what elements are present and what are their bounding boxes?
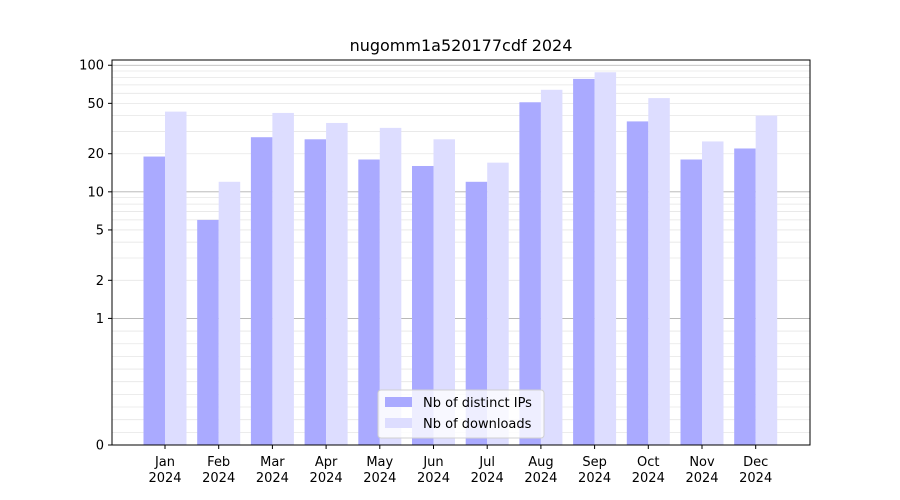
bar-downloads-aug xyxy=(540,89,563,445)
bar-distinct-ips-may xyxy=(358,159,380,445)
x-tick-label-year: 2024 xyxy=(524,471,557,486)
x-tick-label-year: 2024 xyxy=(632,471,665,486)
legend-box xyxy=(377,389,545,439)
plot-frame xyxy=(111,59,811,446)
y-tick-label: 20 xyxy=(87,147,104,162)
legend-label: Nb of distinct IPs xyxy=(423,396,532,411)
x-tick-label-year: 2024 xyxy=(471,471,504,486)
bar-distinct-ips-jun xyxy=(412,165,434,446)
legend: Nb of distinct IPs Nb of downloads xyxy=(377,389,545,439)
bar-distinct-ips-feb xyxy=(197,219,219,445)
x-tick-label-year: 2024 xyxy=(363,471,396,486)
x-tick-label-year: 2024 xyxy=(148,471,181,486)
y-tick-label: 5 xyxy=(96,223,104,238)
bar-distinct-ips-aug xyxy=(519,102,541,445)
bar-distinct-ips-jan xyxy=(143,156,165,446)
y-tick-label: 2 xyxy=(96,274,104,289)
x-tick-label-year: 2024 xyxy=(739,471,772,486)
x-tick-label-year: 2024 xyxy=(202,471,235,486)
x-tick-label-month: Jul xyxy=(478,455,495,470)
bar-distinct-ips-apr xyxy=(304,139,327,445)
x-tick-label-year: 2024 xyxy=(256,471,289,486)
x-tick-label-month: May xyxy=(366,455,393,470)
x-tick-label-month: Nov xyxy=(689,455,715,470)
bar-downloads-jul xyxy=(487,162,509,445)
bars xyxy=(143,72,778,446)
bar-downloads-sep xyxy=(594,72,617,446)
bar-distinct-ips-oct xyxy=(626,121,649,445)
bar-downloads-jun xyxy=(433,139,455,445)
y-tick-label: 10 xyxy=(87,185,104,200)
bar-downloads-oct xyxy=(648,98,670,445)
legend-swatch xyxy=(385,418,412,428)
bar-distinct-ips-sep xyxy=(573,78,595,445)
x-tick-label-month: Feb xyxy=(207,455,230,470)
bar-downloads-nov xyxy=(702,141,724,445)
y-tick-label: 1 xyxy=(96,312,104,327)
x-tick-label-month: Sep xyxy=(582,455,607,470)
x-axis: Jan2024Feb2024Mar2024Apr2024May2024Jun20… xyxy=(148,445,772,486)
legend-label: Nb of downloads xyxy=(423,417,532,432)
x-tick-label-month: Oct xyxy=(637,455,659,470)
bar-distinct-ips-jul xyxy=(465,181,488,445)
x-tick-label-month: Jan xyxy=(154,455,175,470)
x-tick-label-month: Aug xyxy=(528,455,553,470)
y-tick-label: 0 xyxy=(96,439,104,454)
x-tick-label-month: Dec xyxy=(743,455,768,470)
x-tick-label-month: Apr xyxy=(315,455,338,470)
bar-downloads-jan xyxy=(165,111,187,445)
bar-distinct-ips-mar xyxy=(250,137,273,446)
bar-downloads-apr xyxy=(326,122,348,445)
bar-distinct-ips-nov xyxy=(680,159,702,445)
y-tick-label: 50 xyxy=(87,97,104,112)
legend-swatch xyxy=(385,397,412,407)
x-tick-label-month: Jun xyxy=(422,455,443,470)
y-axis: 0 1 2 5 10 20 50 100 xyxy=(79,59,112,454)
bar-downloads-mar xyxy=(272,112,294,446)
x-tick-label-year: 2024 xyxy=(578,471,611,486)
chart-title: nugomm1a520177cdf 2024 xyxy=(350,36,573,55)
y-tick-label: 100 xyxy=(79,59,104,74)
x-tick-label-year: 2024 xyxy=(417,471,450,486)
bar-downloads-feb xyxy=(218,181,241,445)
bar-downloads-may xyxy=(379,127,402,445)
x-tick-label-year: 2024 xyxy=(310,471,343,486)
x-tick-label-year: 2024 xyxy=(685,471,718,486)
bar-distinct-ips-dec xyxy=(734,148,756,445)
bar-downloads-dec xyxy=(755,115,778,445)
x-tick-label-month: Mar xyxy=(260,455,285,470)
